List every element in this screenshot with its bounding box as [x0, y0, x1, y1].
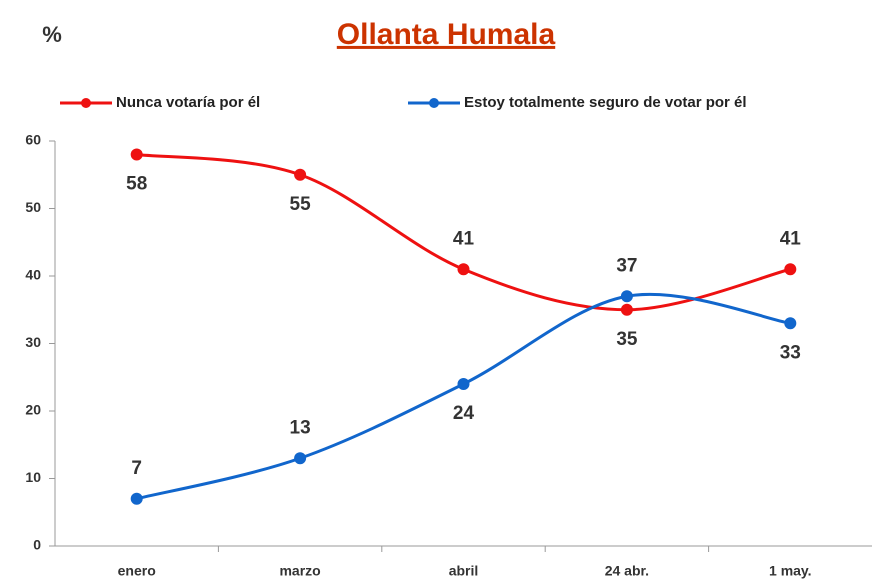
- x-tick-label: marzo: [279, 563, 320, 579]
- x-tick-label: abril: [449, 563, 479, 579]
- data-label: 7: [131, 458, 142, 479]
- data-point: [457, 263, 470, 276]
- legend-label: Estoy totalmente seguro de votar por él: [464, 94, 747, 111]
- y-tick-label: 50: [25, 199, 41, 215]
- data-label: 37: [616, 255, 637, 276]
- data-label: 58: [126, 174, 147, 195]
- data-label: 55: [290, 194, 312, 215]
- data-label: 24: [453, 403, 475, 424]
- y-tick-label: 10: [25, 469, 41, 485]
- data-point: [620, 290, 633, 303]
- data-point: [784, 263, 797, 276]
- data-label: 41: [780, 228, 802, 249]
- y-tick-label: 20: [25, 402, 41, 418]
- data-point: [130, 148, 143, 161]
- chart-title: Ollanta Humala: [337, 18, 556, 51]
- x-tick-label: enero: [118, 563, 156, 579]
- series-line: [136, 292, 791, 501]
- legend-marker: [429, 98, 439, 108]
- y-tick-label: 60: [25, 132, 41, 148]
- y-tick-label: 40: [25, 267, 41, 283]
- data-point: [294, 168, 307, 181]
- data-point: [130, 492, 143, 505]
- y-tick-label: 30: [25, 334, 41, 350]
- y-tick-label: 0: [33, 537, 41, 553]
- data-point: [620, 303, 633, 316]
- data-point: [294, 452, 307, 465]
- legend-marker: [81, 98, 91, 108]
- data-label: 13: [290, 417, 311, 438]
- x-tick-label: 24 abr.: [605, 563, 649, 579]
- data-label: 41: [453, 228, 475, 249]
- data-label: 33: [780, 342, 801, 363]
- x-tick-label: 1 may.: [769, 563, 812, 579]
- y-axis-label: %: [42, 22, 62, 47]
- data-point: [784, 317, 797, 330]
- data-point: [457, 378, 470, 390]
- legend-label: Nunca votaría por él: [116, 94, 260, 111]
- data-label: 35: [616, 329, 638, 350]
